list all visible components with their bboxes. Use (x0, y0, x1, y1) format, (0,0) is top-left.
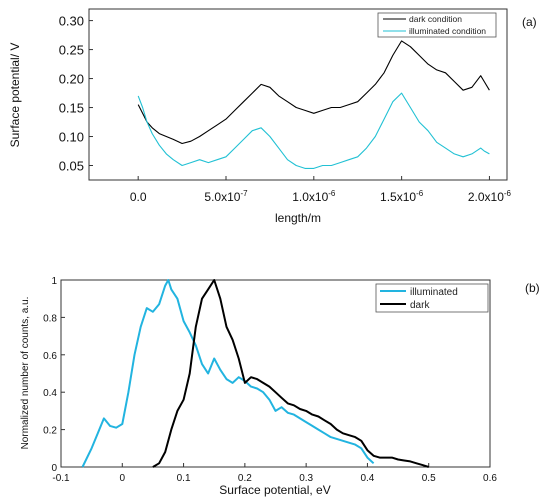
panel-b-x-axis-title: Surface potential, eV (219, 483, 330, 497)
panel-b-legend: illuminated dark (375, 283, 489, 313)
panel-a-legend-label-illuminated: illuminated condition (409, 26, 486, 36)
panel-a-y-tick-label: 0.20 (59, 72, 84, 87)
panel-b-y-tick-label: 0 (51, 463, 57, 474)
panel-a-series (137, 40, 490, 169)
panel-b-y-tick-label: 0.4 (43, 388, 57, 399)
panel-a-legend-label-dark: dark condition (409, 14, 462, 24)
panel-b-y-axis-title: Normalized number of counts, a.u. (20, 297, 31, 450)
panel-a-chart: 0.05 0.10 0.15 0.20 0.25 0.30 0.0 5.0x10-7 1.0x… (8, 8, 537, 225)
panel-b-x-tick-label: 0.3 (299, 473, 313, 484)
panel-a-label: (a) (522, 15, 537, 29)
panel-a-y-tick-label: 0.25 (59, 43, 84, 58)
panel-a-y-axis: 0.05 0.10 0.15 0.20 0.25 0.30 (59, 14, 93, 174)
panel-a-x-tick-label: 1.5x10-6 (380, 189, 424, 204)
panel-b-series (81, 279, 429, 468)
panel-a-x-tick-label: 5.0x10-7 (204, 189, 248, 204)
panel-b-x-tick-label: 0 (120, 473, 126, 484)
panel-a-x-tick-label: 0.0 (130, 190, 147, 204)
panel-b-x-tick-label: 0.2 (238, 473, 252, 484)
panel-b-y-tick-label: 0.2 (43, 426, 57, 437)
panel-b-x-tick-label: 0.6 (483, 473, 497, 484)
panel-b-legend-label-dark: dark (410, 300, 430, 311)
panel-b-chart: 00.20.40.60.81 -0.1 0 0.1 0.2 0.3 0.4 0.5 0.6 i… (20, 276, 540, 497)
panel-b-x-tick-label: 0.4 (360, 473, 374, 484)
panel-a-y-tick-label: 0.10 (59, 130, 84, 145)
panel-a-y-tick-label: 0.30 (59, 14, 84, 29)
panel-a-x-axis-title: length/m (275, 211, 321, 225)
panel-a-y-tick-label: 0.05 (59, 159, 84, 174)
panel-a-series-line-dark (137, 40, 490, 145)
panel-a-x-tick-label: 1.0x10-6 (292, 189, 336, 204)
panel-a-y-tick-label: 0.15 (59, 101, 84, 116)
panel-a-legend-box (377, 12, 497, 38)
panel-b-y-tick-label: 0.8 (43, 313, 57, 324)
panel-b-series-line-dark (152, 279, 429, 468)
panel-b-y-tick-label: 1 (51, 276, 57, 287)
panel-a-legend: dark condition illuminated condition (377, 12, 497, 38)
panel-b-x-tick-label: 0.5 (422, 473, 436, 484)
panel-a-x-axis: 0.0 5.0x10-7 1.0x10-6 1.5x10-6 2.0x10-6 (130, 176, 512, 204)
panel-a-y-axis-title: Surface potential/ V (8, 43, 22, 148)
panel-b-y-tick-label: 0.6 (43, 351, 57, 362)
panel-a-series-line-illuminated (137, 92, 490, 169)
panel-a-plot-frame (88, 8, 508, 181)
panel-b-x-tick-label: -0.1 (52, 473, 70, 484)
panel-b-x-tick-label: 0.1 (177, 473, 191, 484)
panel-b-label: (b) (525, 281, 540, 295)
panel-a-x-tick-label: 2.0x10-6 (468, 189, 512, 204)
panel-b-y-axis: 0 0.2 0.4 0.6 0.8 1 (43, 276, 65, 474)
panel-b-x-axis: -0.1 0 0.1 0.2 0.3 0.4 0.5 0.6 (52, 463, 497, 484)
panel-b-legend-box (375, 283, 489, 313)
panel-b-plot-frame (60, 279, 491, 468)
panel-b-series-line-illuminated (81, 279, 375, 468)
panel-b-legend-label-illuminated: illuminated (410, 287, 458, 298)
